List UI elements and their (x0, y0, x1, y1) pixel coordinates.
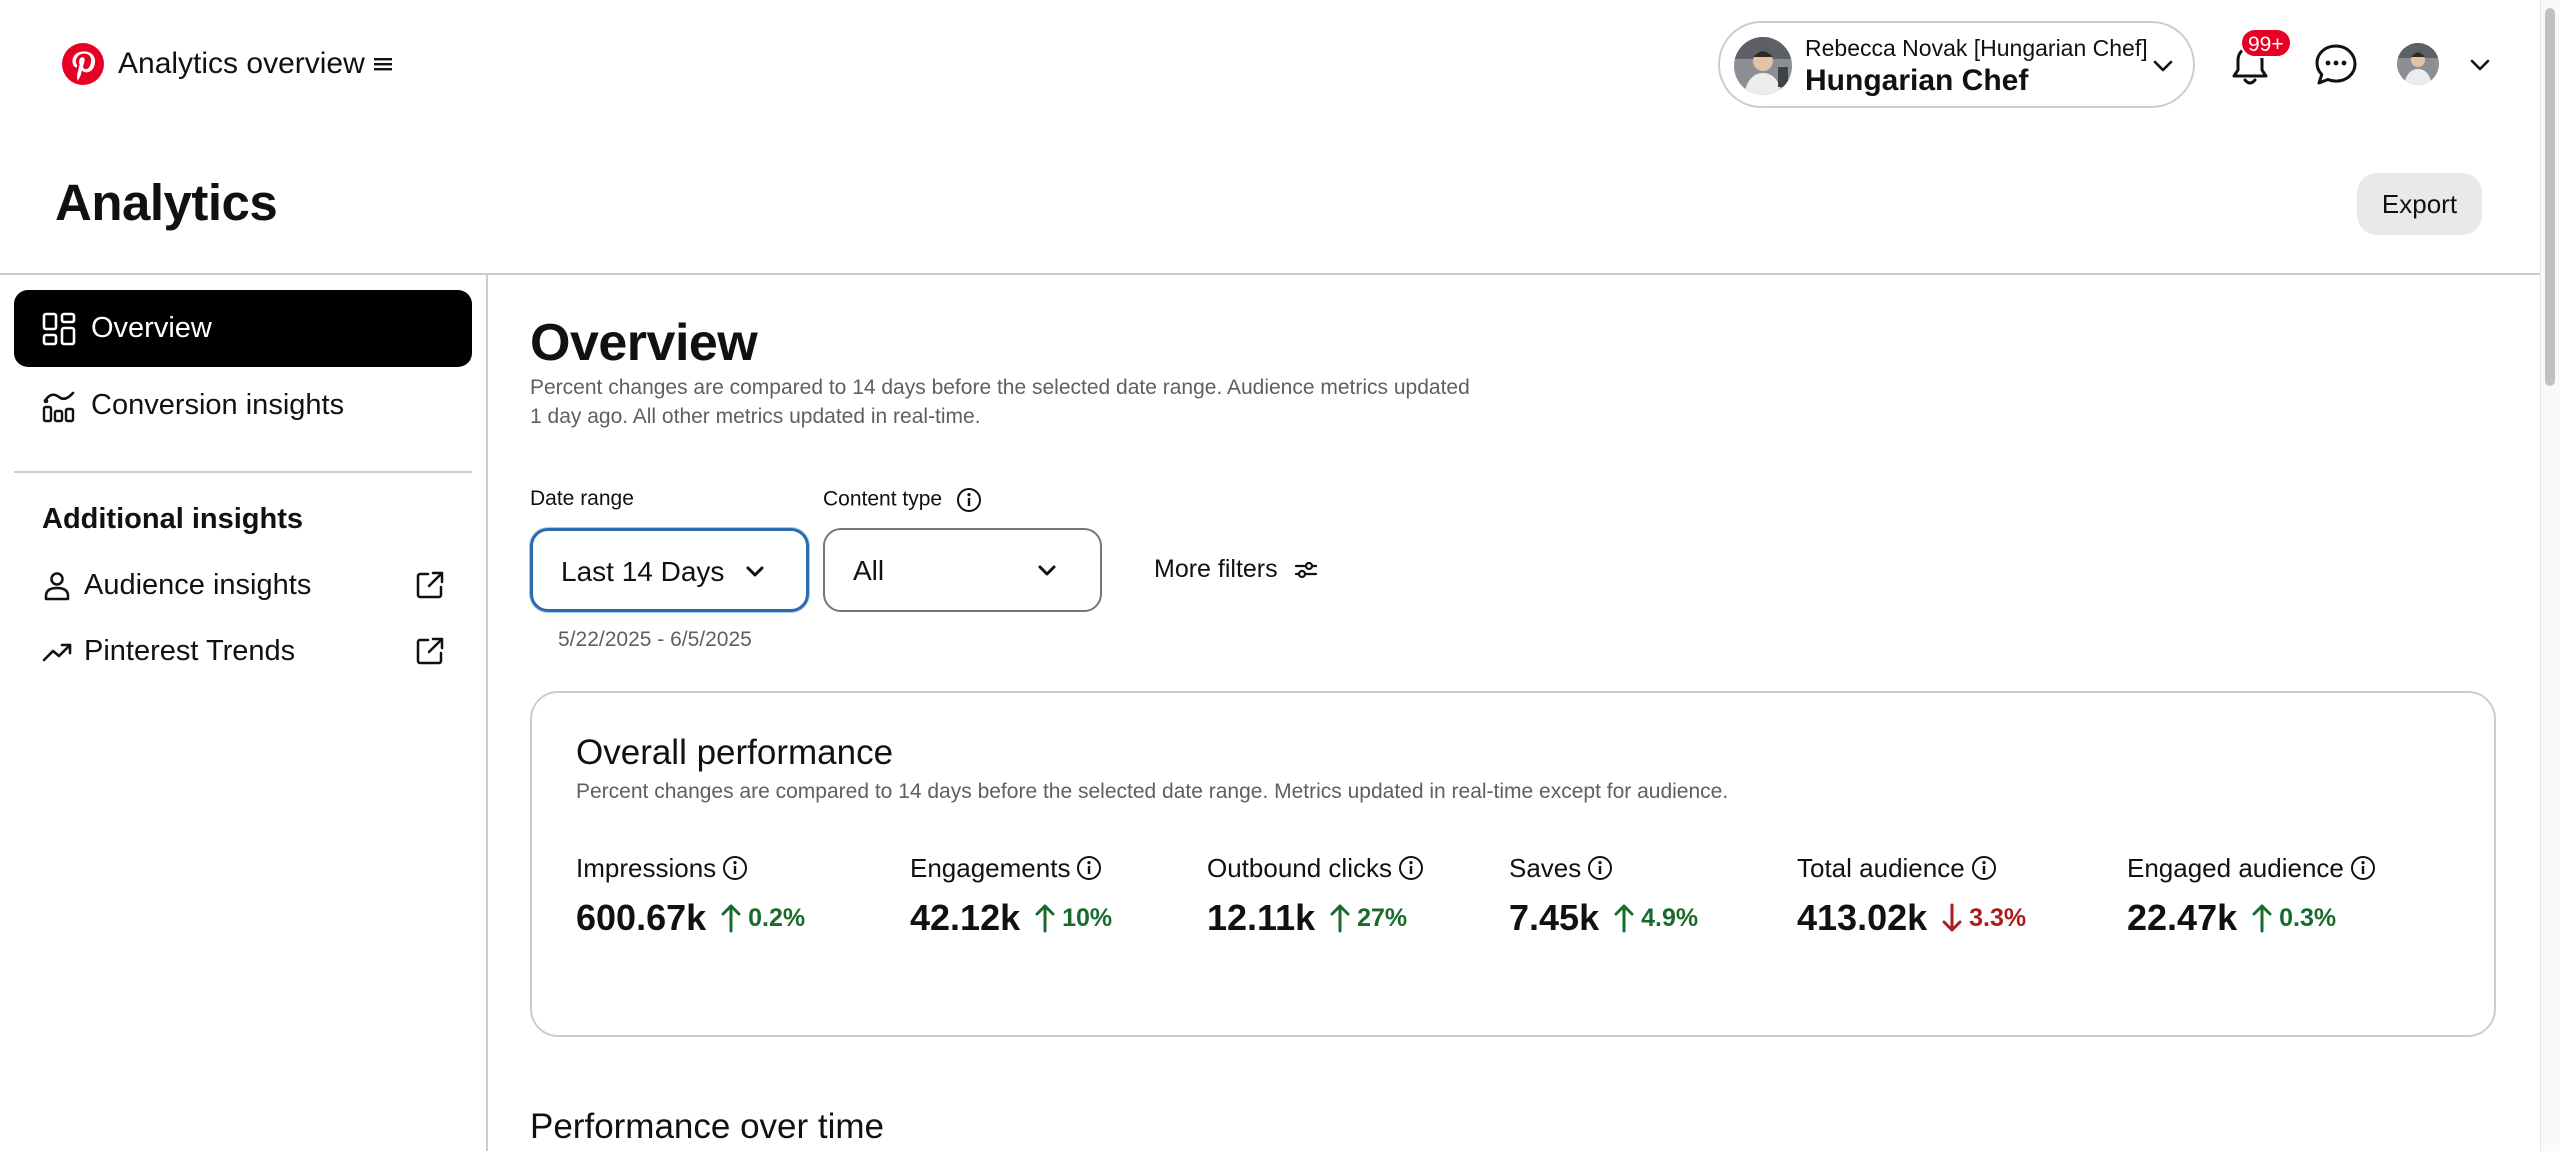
metric-change: 0.2% (748, 903, 806, 932)
content-type-select[interactable]: All (823, 528, 1102, 612)
grid-icon (42, 312, 76, 346)
metric-label: Engagements (910, 853, 1071, 883)
content-type-value: All (853, 555, 885, 586)
sidebar-item-pinterest-trends[interactable]: Pinterest Trends (14, 623, 472, 681)
metric-value: 413.02k (1797, 897, 1928, 938)
more-filters-button[interactable]: More filters (1154, 555, 1319, 584)
export-button[interactable]: Export (2357, 173, 2482, 235)
trend-icon (41, 636, 73, 668)
metric-label: Saves (1509, 853, 1582, 883)
sidebar-item-overview[interactable]: Overview (14, 290, 472, 367)
sidebar-item-conversion-insights[interactable]: Conversion insights (14, 367, 472, 444)
date-range-label: Date range (530, 487, 634, 510)
person-icon (41, 570, 73, 602)
section-title-performance-over-time: Performance over time (530, 1107, 885, 1146)
external-link-icon (414, 569, 446, 601)
info-icon[interactable] (1971, 855, 1997, 881)
metric-value: 7.45k (1509, 897, 1600, 938)
content-type-label: Content type (823, 487, 982, 513)
metric-label: Impressions (576, 853, 717, 883)
overview-description: Percent changes are compared to 14 days … (530, 376, 1470, 428)
metric-value: 600.67k (576, 897, 707, 938)
metric-label: Total audience (1797, 853, 1965, 883)
metric-label: Outbound clicks (1207, 853, 1392, 883)
sidebar-divider (486, 275, 488, 1151)
sidebar-item-label: Audience insights (84, 569, 312, 601)
more-filters-label: More filters (1154, 555, 1278, 583)
metric-value: 22.47k (2127, 897, 2238, 938)
date-range-value: Last 14 Days (561, 556, 725, 587)
account-avatar (1734, 37, 1792, 95)
page-title: Analytics (55, 174, 278, 231)
chevron-down-icon (741, 558, 769, 586)
metric-total-audience[interactable]: Total audience 413.02k 3.3% (1797, 853, 2026, 939)
info-icon[interactable] (956, 487, 982, 513)
card-description: Percent changes are compared to 14 days … (576, 780, 1729, 803)
metric-impressions[interactable]: Impressions 600.67k 0.2% (576, 853, 805, 939)
date-range-select[interactable]: Last 14 Days (530, 528, 809, 612)
sidebar-section-title: Additional insights (42, 503, 303, 535)
notifications-badge: 99+ (2240, 28, 2292, 58)
account-business-name: Hungarian Chef (1805, 64, 2029, 97)
info-icon[interactable] (2350, 855, 2376, 881)
section-title-overview: Overview (530, 314, 758, 372)
metric-change: 27% (1357, 903, 1408, 932)
metric-saves[interactable]: Saves 7.45k 4.9% (1509, 853, 1698, 939)
info-icon[interactable] (722, 855, 748, 881)
info-icon[interactable] (1076, 855, 1102, 881)
metric-label: Engaged audience (2127, 853, 2344, 883)
arrow-up-icon (1614, 904, 1634, 933)
menu-icon[interactable] (372, 49, 396, 79)
scrollbar-thumb[interactable] (2545, 8, 2555, 386)
info-icon[interactable] (1398, 855, 1424, 881)
overall-performance-card: Overall performance Percent changes are … (530, 691, 2496, 1037)
chevron-down-icon (2150, 53, 2176, 79)
arrow-down-icon (1942, 903, 1962, 932)
metric-outbound-clicks[interactable]: Outbound clicks 12.11k 27% (1207, 853, 1424, 939)
metric-change: 3.3% (1969, 903, 2027, 932)
metric-change: 4.9% (1641, 903, 1699, 932)
sidebar-item-label: Conversion insights (91, 389, 345, 421)
metric-engaged-audience[interactable]: Engaged audience 22.47k 0.3% (2127, 853, 2376, 939)
arrow-up-icon (721, 904, 741, 933)
header-divider (0, 273, 2540, 275)
info-icon[interactable] (1587, 855, 1613, 881)
chevron-down-icon (1033, 557, 1061, 585)
account-switcher[interactable]: Rebecca Novak [Hungarian Chef] Hungarian… (1718, 21, 2195, 108)
arrow-up-icon (1330, 904, 1350, 933)
conversion-chart-icon (42, 389, 76, 423)
card-title: Overall performance (576, 733, 894, 772)
sidebar-item-label: Pinterest Trends (84, 635, 296, 667)
chevron-down-icon[interactable] (2467, 52, 2493, 78)
sidebar-separator (14, 471, 472, 473)
content-type-label-text: Content type (823, 487, 943, 511)
top-bar: Analytics overview Rebecca Novak [Hungar… (0, 0, 2540, 130)
metric-change: 10% (1062, 903, 1113, 932)
user-avatar[interactable] (2397, 43, 2439, 85)
arrow-up-icon (1035, 904, 1055, 933)
account-owner-name: Rebecca Novak [Hungarian Chef] (1805, 35, 2148, 61)
sliders-icon (1294, 562, 1317, 579)
metric-value: 12.11k (1207, 897, 1316, 938)
metric-change: 0.3% (2279, 903, 2337, 932)
sidebar-item-audience-insights[interactable]: Audience insights (14, 557, 472, 615)
external-link-icon (414, 635, 446, 667)
arrow-up-icon (2252, 904, 2272, 933)
sidebar-item-label: Overview (91, 312, 212, 344)
date-range-dates: 5/22/2025 - 6/5/2025 (558, 628, 752, 651)
metric-value: 42.12k (910, 897, 1021, 938)
metric-engagements[interactable]: Engagements 42.12k 10% (910, 853, 1112, 939)
app-title: Analytics overview (118, 47, 365, 80)
messages-icon[interactable] (2313, 42, 2359, 88)
pinterest-logo-icon[interactable] (62, 43, 104, 85)
